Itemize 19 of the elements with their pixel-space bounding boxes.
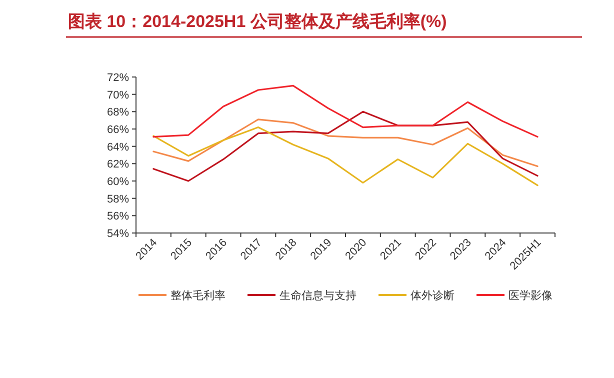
y-tick-label: 66% [106,124,130,136]
chart-title: 图表 10：2014-2025H1 公司整体及产线毛利率(%) [68,12,447,31]
y-tick-label: 56% [106,210,130,223]
legend-label: 医学影像 [508,290,552,302]
legend-label: 整体毛利率 [170,289,226,302]
line-series [152,126,538,186]
y-tick-label: 58% [106,193,130,206]
y-tick-label: 64% [106,141,130,154]
y-tick-label: 68% [106,106,130,119]
y-tick-label: 70% [106,89,130,102]
line-series [152,84,538,138]
y-tick-label: 60% [106,176,130,188]
y-tick-label: 54% [106,228,130,240]
legend-label: 体外诊断 [410,289,454,302]
y-tick-label: 72% [106,72,130,84]
legend-label: 生命信息与支持 [280,289,356,302]
y-tick-label: 62% [106,158,130,171]
line-series [152,110,538,182]
line-series [152,118,538,168]
